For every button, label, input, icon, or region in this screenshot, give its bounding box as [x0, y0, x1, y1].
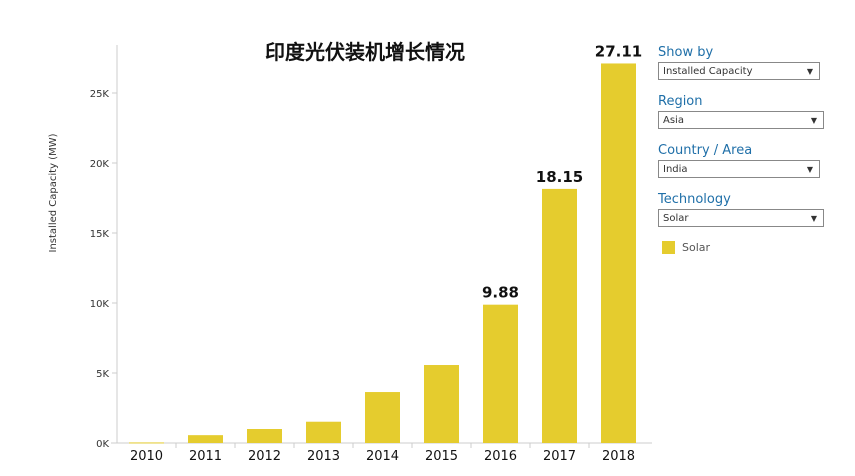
y-tick-label: 15K	[90, 229, 110, 240]
bar-2017	[542, 188, 577, 443]
bar-2016	[483, 304, 518, 443]
y-tick-label: 20K	[90, 159, 110, 170]
bar-2012	[247, 429, 282, 443]
y-tick-label: 5K	[96, 369, 109, 380]
bar-2013	[306, 421, 341, 443]
bar-2010	[129, 442, 164, 444]
dropdown-value: Asia	[663, 114, 684, 126]
data-label: 9.88	[482, 284, 519, 302]
show-by-dropdown[interactable]: Installed Capacity ▼	[658, 62, 820, 80]
dropdown-value: Solar	[663, 212, 689, 224]
y-tick-label: 10K	[90, 299, 110, 310]
x-tick-label: 2014	[366, 449, 399, 464]
x-tick-label: 2015	[425, 449, 458, 464]
filter-panel: Show by Installed Capacity ▼ Region Asia ▼…	[658, 45, 828, 254]
data-label: 27.11	[595, 42, 642, 60]
filter-show-by: Show by Installed Capacity ▼	[658, 45, 820, 80]
filter-region: Region Asia ▼	[658, 94, 824, 129]
caret-down-icon: ▼	[806, 66, 813, 76]
filter-label: Technology	[658, 192, 731, 207]
dropdown-value: Installed Capacity	[663, 65, 753, 77]
filter-technology: Technology Solar ▼	[658, 192, 824, 227]
filter-label: Region	[658, 94, 703, 109]
caret-down-icon: ▼	[810, 115, 817, 125]
x-tick-label: 2012	[248, 449, 281, 464]
region-dropdown[interactable]: Asia ▼	[658, 111, 824, 129]
y-tick-label: 0K	[96, 439, 109, 450]
bar-2011	[188, 435, 223, 443]
filter-country: Country / Area India ▼	[658, 143, 820, 178]
x-tick-label: 2013	[307, 449, 340, 464]
legend-label: Solar	[682, 241, 711, 254]
legend-swatch	[662, 241, 675, 254]
caret-down-icon: ▼	[810, 213, 817, 223]
dropdown-value: India	[663, 163, 688, 175]
filter-label: Country / Area	[658, 143, 753, 158]
caret-down-icon: ▼	[806, 164, 813, 174]
x-tick-label: 2017	[543, 449, 576, 464]
bar-2014	[365, 392, 400, 443]
y-axis-label: Installed Capacity (MW)	[48, 133, 59, 252]
technology-dropdown[interactable]: Solar ▼	[658, 209, 824, 227]
legend-item: Solar	[658, 241, 828, 254]
bar-2015	[424, 365, 459, 443]
filter-label: Show by	[658, 45, 714, 60]
data-label: 18.15	[536, 168, 583, 186]
x-tick-label: 2016	[484, 449, 517, 464]
chart-title: 印度光伏装机增长情况	[265, 40, 465, 64]
country-dropdown[interactable]: India ▼	[658, 160, 820, 178]
x-tick-label: 2010	[130, 449, 163, 464]
x-tick-label: 2011	[189, 449, 222, 464]
x-tick-label: 2018	[602, 449, 635, 464]
y-tick-label: 25K	[90, 89, 110, 100]
bar-2018	[601, 63, 636, 444]
